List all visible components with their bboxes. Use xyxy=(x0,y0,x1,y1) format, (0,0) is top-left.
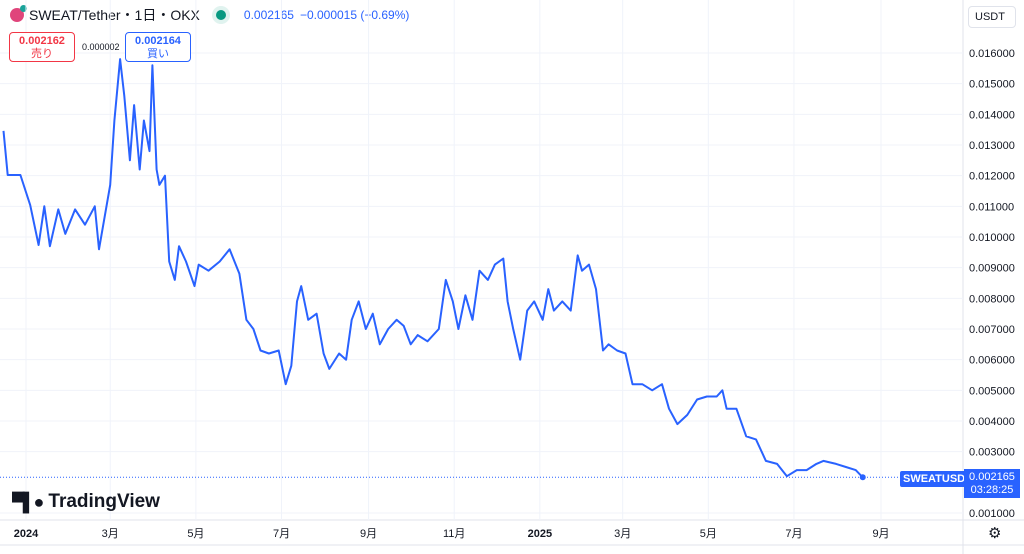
gear-icon[interactable]: ⚙ xyxy=(988,525,1002,542)
sell-button[interactable]: 0.002162 売り xyxy=(9,32,75,62)
brand-name: TradingView xyxy=(48,491,160,512)
y-tick-label: 0.011000 xyxy=(969,201,1014,213)
y-tick-label: 0.012000 xyxy=(969,171,1015,183)
x-tick-label: 11月 xyxy=(443,528,465,540)
tv-logo-icon: ▀▌● xyxy=(12,491,44,512)
buy-button[interactable]: 0.002164 買い xyxy=(125,32,191,62)
x-tick-label: 7月 xyxy=(785,528,802,540)
x-tick-label: 9月 xyxy=(360,528,377,540)
last-price-value: 0.002165 xyxy=(969,471,1015,483)
y-tick-label: 0.007000 xyxy=(969,324,1015,336)
y-tick-label: 0.006000 xyxy=(969,355,1015,367)
x-tick-label: 7月 xyxy=(273,528,290,540)
symbol-logo-icon xyxy=(10,5,27,22)
last-price-label: 0.002165 03:28:25 xyxy=(964,469,1020,498)
data-point xyxy=(859,474,866,481)
x-tick-label: 5月 xyxy=(187,528,204,540)
tradingview-logo[interactable]: ▀▌● TradingView xyxy=(12,491,160,513)
x-tick-label: 2025 xyxy=(528,528,552,540)
price-line xyxy=(2,58,864,478)
price-change: −0.000015 (−0.69%) xyxy=(299,8,410,22)
sell-price: 0.002162 xyxy=(19,35,65,47)
x-tick-label: 2024 xyxy=(14,528,39,540)
spread: 0.000002 xyxy=(82,42,120,52)
currency-select[interactable]: USDT xyxy=(968,6,1016,28)
y-tick-label: 0.003000 xyxy=(969,447,1015,459)
y-tick-label: 0.008000 xyxy=(969,293,1015,305)
symbol-label: SWEATUSDT xyxy=(900,471,975,487)
market-open-icon xyxy=(215,10,226,20)
y-tick-label: 0.016000 xyxy=(969,48,1015,60)
buy-price: 0.002164 xyxy=(135,35,181,47)
symbol-title[interactable]: SWEAT/Tether・1日・OKX xyxy=(29,7,200,23)
y-tick-label: 0.009000 xyxy=(969,263,1015,275)
y-tick-label: 0.013000 xyxy=(969,140,1015,152)
sell-label: 売り xyxy=(31,48,53,60)
bar-countdown: 03:28:25 xyxy=(970,484,1014,496)
buy-label: 買い xyxy=(147,48,169,60)
x-tick-label: 3月 xyxy=(614,528,631,540)
y-tick-label: 0.014000 xyxy=(969,109,1015,121)
y-tick-label: 0.005000 xyxy=(969,385,1015,397)
y-tick-label: 0.015000 xyxy=(969,79,1015,91)
x-tick-label: 3月 xyxy=(102,528,119,540)
y-tick-label: 0.001000 xyxy=(969,508,1015,520)
x-tick-label: 9月 xyxy=(872,528,889,540)
x-tick-label: 5月 xyxy=(700,528,717,540)
y-tick-label: 0.004000 xyxy=(969,416,1015,428)
y-tick-label: 0.010000 xyxy=(969,232,1015,244)
